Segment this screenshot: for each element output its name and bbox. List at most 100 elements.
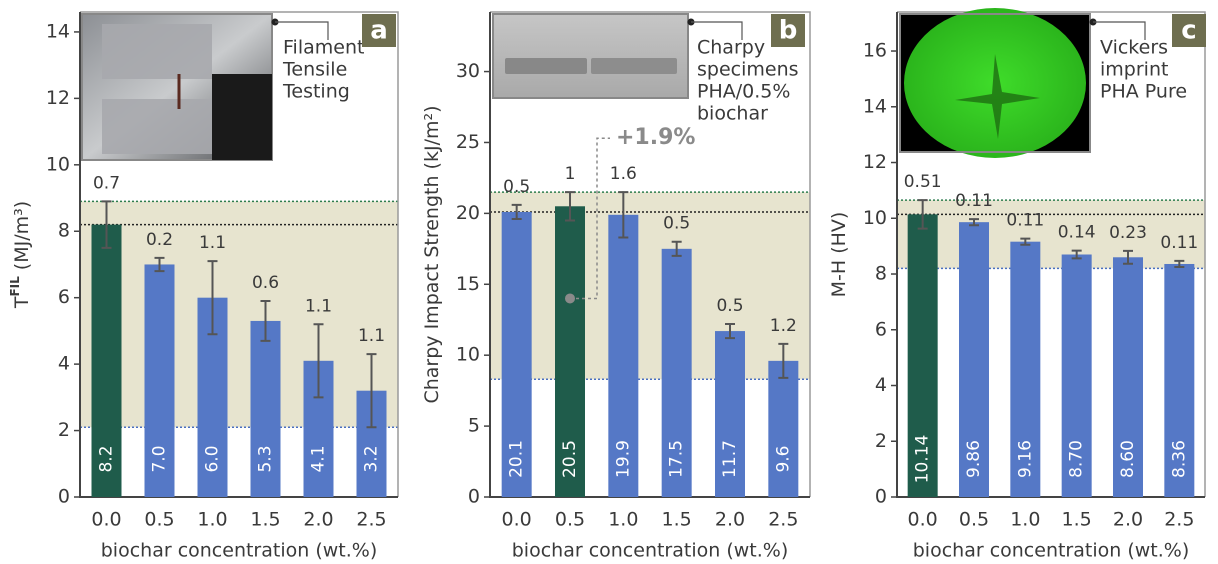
plot-frame <box>80 11 399 497</box>
y-tick-label: 15 <box>456 273 480 295</box>
value-label: 9.86 <box>964 440 984 478</box>
value-label: 9.6 <box>773 445 793 472</box>
x-axis-label: biochar concentration (wt.%) <box>913 540 1189 562</box>
y-tick-label: 0 <box>875 486 887 508</box>
bar <box>608 214 639 497</box>
annotation: +1.9% <box>616 125 695 150</box>
x-tick-label: 1.0 <box>608 509 638 531</box>
bar <box>1164 263 1195 497</box>
y-tick-label: 10 <box>46 153 70 175</box>
bar <box>555 206 585 497</box>
inset-caption: PHA Pure <box>1100 81 1187 103</box>
error-label: 0.7 <box>93 173 120 193</box>
inset-caption: Vickers <box>1100 37 1168 59</box>
y-tick-label: 10 <box>456 344 480 366</box>
highlight-band <box>897 200 1205 269</box>
x-tick-label: 2.5 <box>768 509 798 531</box>
error-label: 0.11 <box>955 191 993 211</box>
bar <box>1113 257 1143 497</box>
error-label: 0.51 <box>904 172 942 192</box>
bar <box>715 331 745 497</box>
y-tick-label: 12 <box>46 87 70 109</box>
error-bar <box>1071 249 1082 260</box>
value-label: 8.60 <box>1118 440 1138 478</box>
x-tick-label: 1.0 <box>197 509 227 531</box>
bar <box>907 214 938 498</box>
bar <box>144 264 175 497</box>
plot-frame <box>490 11 811 497</box>
error-bar <box>101 200 112 249</box>
panel-letter-box <box>1172 14 1206 47</box>
x-tick-label: 2.0 <box>303 509 333 531</box>
y-tick-label: 4 <box>58 353 70 375</box>
panel-letter: c <box>1181 16 1196 46</box>
x-tick-label: 0.0 <box>908 509 938 531</box>
value-label: 3.2 <box>362 445 382 472</box>
error-bar <box>260 300 271 342</box>
value-label: 8.2 <box>97 445 117 472</box>
y-axis-label-part: T <box>11 296 33 309</box>
panel-letter: a <box>370 16 388 46</box>
inset-caption: Tensile <box>282 59 347 81</box>
y-tick-label: 0 <box>468 486 480 508</box>
y-tick-label: 0 <box>58 486 70 508</box>
bar <box>661 248 692 497</box>
error-bar <box>1123 249 1133 265</box>
y-tick-label: 12 <box>863 151 887 173</box>
error-bar <box>154 256 165 273</box>
error-bar <box>917 199 928 230</box>
error-bar <box>969 218 979 227</box>
error-bar <box>725 322 735 340</box>
y-tick-label: 16 <box>863 40 887 62</box>
error-bar <box>565 191 575 222</box>
x-tick-label: 0.5 <box>959 509 989 531</box>
value-label: 17.5 <box>667 440 687 478</box>
value-label: 5.3 <box>256 445 276 472</box>
error-label: 0.2 <box>146 230 173 250</box>
error-label: 0.23 <box>1109 223 1147 243</box>
x-tick-label: 2.0 <box>1113 509 1143 531</box>
x-tick-label: 0.5 <box>555 509 585 531</box>
highlight-band <box>80 201 398 428</box>
inset-caption: specimens <box>697 59 799 81</box>
callout-line <box>1093 21 1146 40</box>
error-label: 1.6 <box>610 164 637 184</box>
y-tick-label: 2 <box>58 419 70 441</box>
inset-imprint <box>955 54 1040 139</box>
error-label: 1.1 <box>199 233 226 253</box>
y-tick-label: 5 <box>468 415 480 437</box>
error-bar <box>618 191 629 239</box>
value-label: 7.0 <box>150 445 170 472</box>
inset-grip <box>102 24 212 79</box>
y-tick-label: 10 <box>863 207 887 229</box>
bar <box>91 224 122 498</box>
bar <box>959 222 989 497</box>
error-label: 0.5 <box>716 296 743 316</box>
x-axis-label: biochar concentration (wt.%) <box>512 540 788 562</box>
annotation-leader <box>570 137 610 300</box>
value-label: 20.1 <box>507 440 527 478</box>
y-tick-label: 14 <box>863 95 887 117</box>
x-tick-label: 1.5 <box>1062 509 1092 531</box>
error-bar <box>671 240 682 257</box>
error-bar <box>207 260 218 336</box>
y-tick-label: 6 <box>875 318 887 340</box>
error-bar <box>1020 237 1031 246</box>
y-tick-label: 20 <box>456 202 480 224</box>
value-label: 19.9 <box>613 440 633 478</box>
y-tick-label: 8 <box>875 263 887 285</box>
y-axis-label: Charpy Impact Strength (kJ/m²) <box>421 105 443 403</box>
x-tick-label: 1.5 <box>662 509 692 531</box>
bar <box>1010 241 1041 497</box>
x-tick-label: 1.5 <box>250 509 280 531</box>
error-label: 1 <box>565 164 576 184</box>
error-bar <box>313 323 324 399</box>
bar <box>768 360 799 497</box>
x-tick-label: 0.5 <box>144 509 174 531</box>
y-tick-label: 6 <box>58 286 70 308</box>
y-axis-label-part: FIL <box>8 276 22 297</box>
inset-caption: biochar <box>697 103 768 125</box>
bar <box>501 211 532 497</box>
callout-line <box>275 21 329 40</box>
